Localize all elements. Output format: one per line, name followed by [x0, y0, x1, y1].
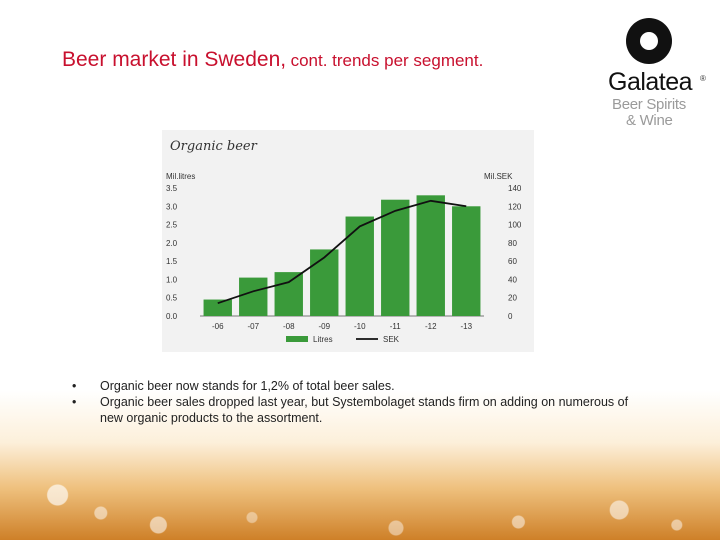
bar-litres — [310, 249, 339, 316]
y-axis-label: Mil.litres — [166, 172, 195, 181]
y-tick-label: 0.5 — [166, 294, 178, 303]
bar-litres — [416, 195, 445, 316]
legend-litres-swatch — [286, 336, 308, 342]
x-tick-label: -06 — [212, 322, 224, 331]
bullet-list: Organic beer now stands for 1,2% of tota… — [72, 378, 632, 426]
line-sek — [217, 199, 467, 305]
legend-litres-label: Litres — [313, 335, 333, 344]
bar-litres — [274, 272, 303, 316]
galatea-logo: Galatea ® Beer Spirits & Wine — [600, 14, 712, 129]
logo-registered-mark: ® — [700, 74, 706, 83]
slide-title-sub: cont. trends per segment. — [290, 51, 484, 70]
bar-litres — [452, 206, 481, 316]
y2-tick-label: 40 — [508, 275, 517, 284]
y-tick-label: 1.0 — [166, 275, 178, 284]
y2-tick-label: 100 — [508, 221, 522, 230]
bar-litres — [381, 199, 410, 316]
x-tick-label: -09 — [318, 322, 330, 331]
logo-tagline-line2: & Wine — [626, 112, 673, 129]
y2-tick-label: 80 — [508, 239, 517, 248]
x-tick-label: -13 — [460, 322, 472, 331]
bar-litres — [345, 216, 374, 316]
y2-tick-label: 0 — [508, 312, 513, 321]
bullet-item: Organic beer now stands for 1,2% of tota… — [72, 378, 632, 394]
galatea-g-icon — [626, 18, 672, 64]
slide-title-main: Beer market in Sweden, — [62, 48, 287, 71]
chart-svg: Organic beer Mil.litres Mil.SEK 0.0 0.5 1.0 1.… — [166, 139, 522, 344]
bar-litres — [239, 277, 268, 316]
y2-tick-label: 140 — [508, 184, 522, 193]
y-tick-label: 3.0 — [166, 202, 178, 211]
x-tick-label: -08 — [283, 322, 295, 331]
y-tick-label: 2.5 — [166, 221, 178, 230]
y2-tick-label: 60 — [508, 257, 517, 266]
y2-tick-label: 120 — [508, 202, 522, 211]
logo-brand-name: Galatea — [608, 68, 693, 96]
y-tick-label: 3.5 — [166, 184, 178, 193]
y2-tick-label: 20 — [508, 294, 517, 303]
y2-axis-label: Mil.SEK — [484, 172, 513, 181]
y-tick-label: 2.0 — [166, 239, 178, 248]
slide-title: Beer market in Sweden, cont. trends per … — [62, 48, 483, 72]
logo-tagline-line1: Beer Spirits — [612, 96, 686, 113]
x-tick-label: -10 — [354, 322, 366, 331]
x-tick-label: -11 — [390, 322, 402, 331]
organic-beer-chart: Organic beer Mil.litres Mil.SEK 0.0 0.5 1.0 1.… — [162, 130, 534, 352]
chart-title: Organic beer — [170, 139, 258, 154]
legend-sek-label: SEK — [383, 335, 400, 344]
bullet-item: Organic beer sales dropped last year, bu… — [72, 394, 632, 426]
x-tick-label: -07 — [247, 322, 259, 331]
bar-litres — [203, 299, 232, 316]
y-tick-label: 0.0 — [166, 312, 178, 321]
x-tick-label: -12 — [425, 322, 437, 331]
y-tick-label: 1.5 — [166, 257, 178, 266]
